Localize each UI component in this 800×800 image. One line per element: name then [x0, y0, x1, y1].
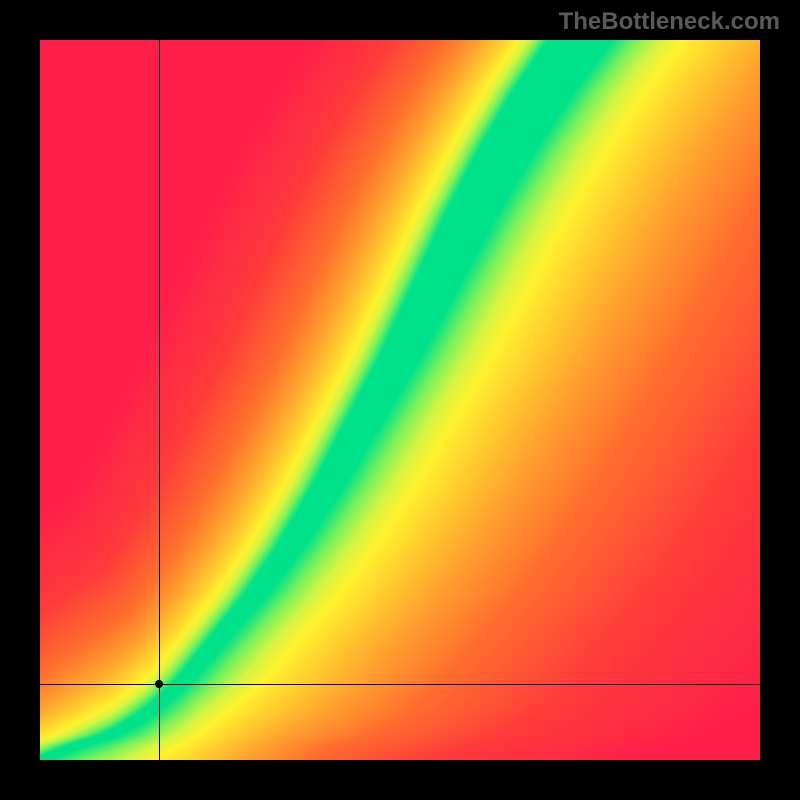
crosshair-vertical [159, 40, 160, 760]
crosshair-marker-dot [155, 680, 163, 688]
heatmap-canvas [40, 40, 760, 760]
watermark-text: TheBottleneck.com [559, 8, 780, 36]
crosshair-horizontal [40, 684, 760, 685]
plot-area [40, 40, 760, 760]
